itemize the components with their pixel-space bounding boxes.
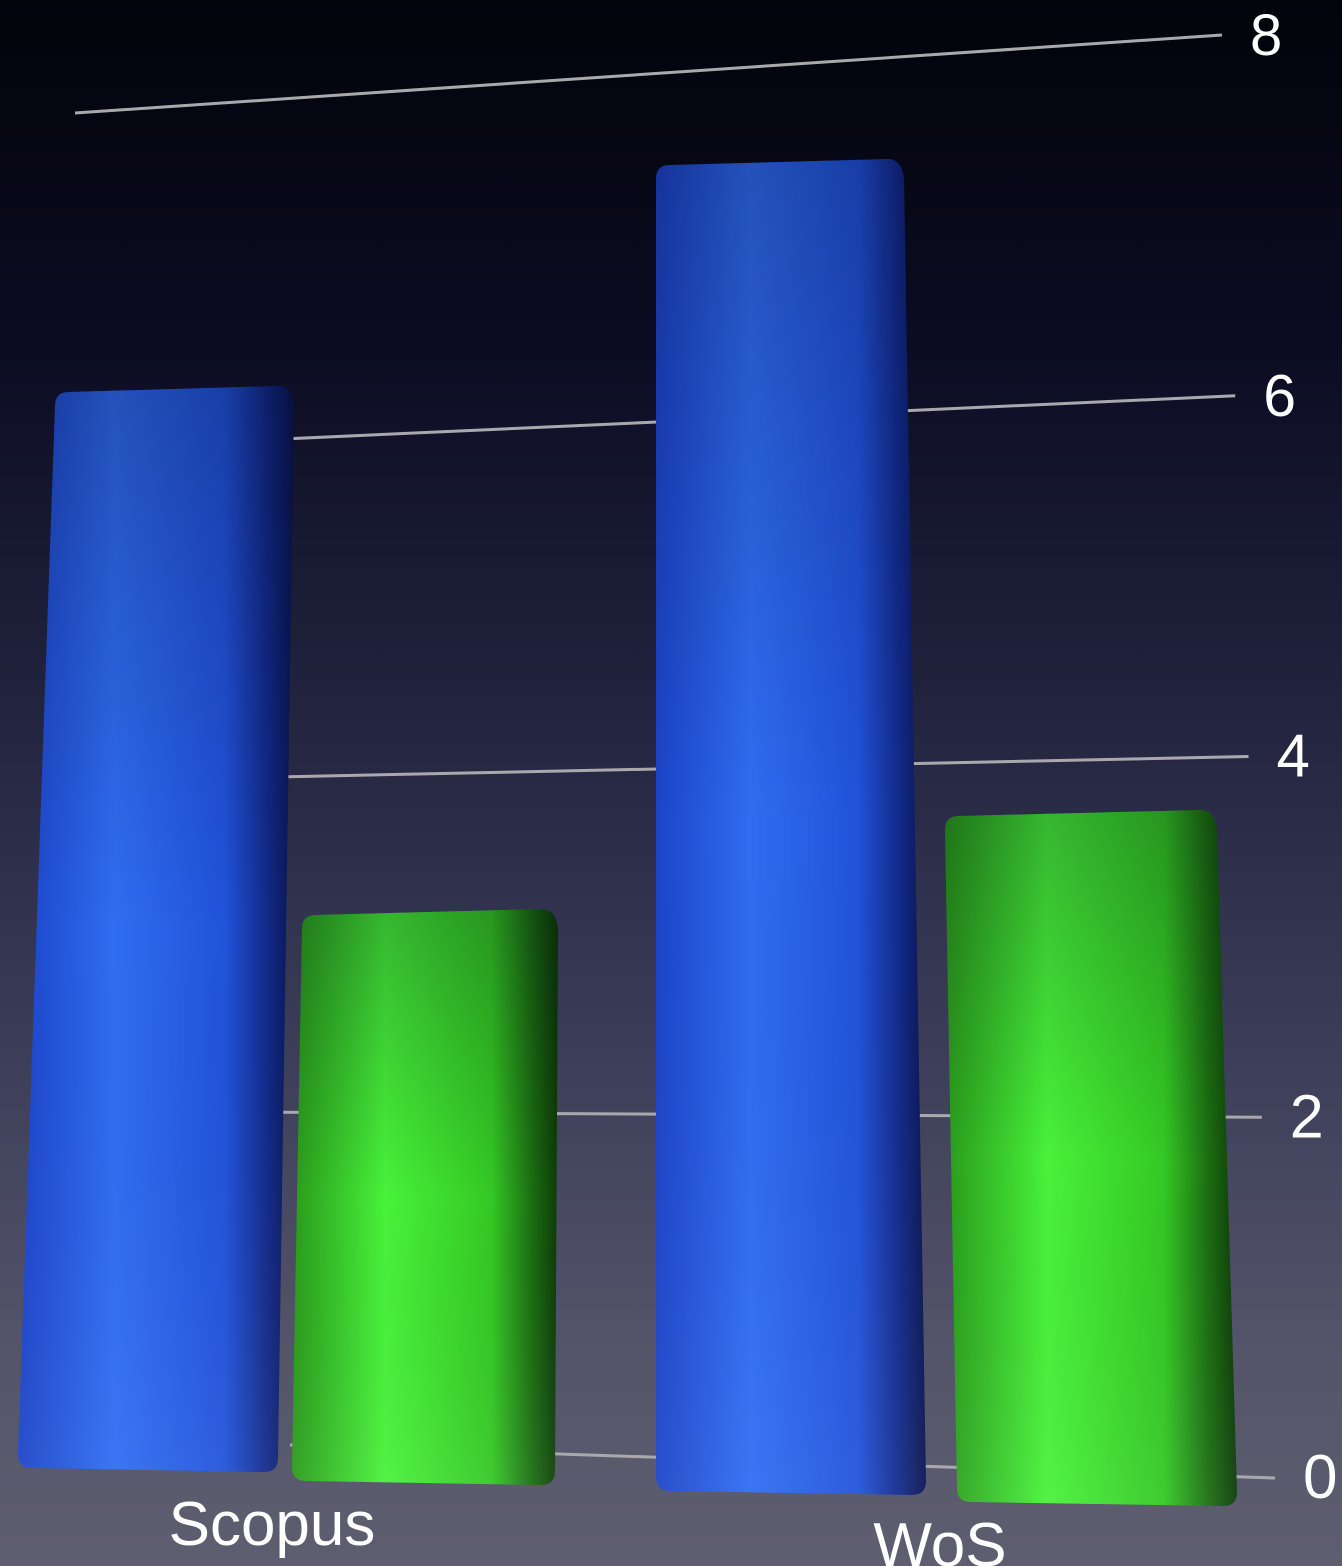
y-tick-label: 6: [1263, 363, 1296, 429]
gridline-8: [74, 33, 1223, 115]
x-category-label: Scopus: [169, 1490, 376, 1559]
y-tick-label: 8: [1250, 3, 1282, 68]
y-tick-label: 4: [1277, 723, 1310, 790]
bars: [18, 159, 1237, 1506]
bar-shading: [292, 909, 558, 1485]
bar-shading: [945, 810, 1237, 1506]
y-tick-label: 0: [1303, 1443, 1337, 1512]
bar-shading: [656, 159, 926, 1495]
labels: 0 2 4 6 8 Scopus WoS: [169, 3, 1338, 1566]
y-tick-label: 2: [1290, 1082, 1324, 1150]
bar-shading: [18, 386, 294, 1472]
x-category-label: WoS: [873, 1511, 1006, 1566]
